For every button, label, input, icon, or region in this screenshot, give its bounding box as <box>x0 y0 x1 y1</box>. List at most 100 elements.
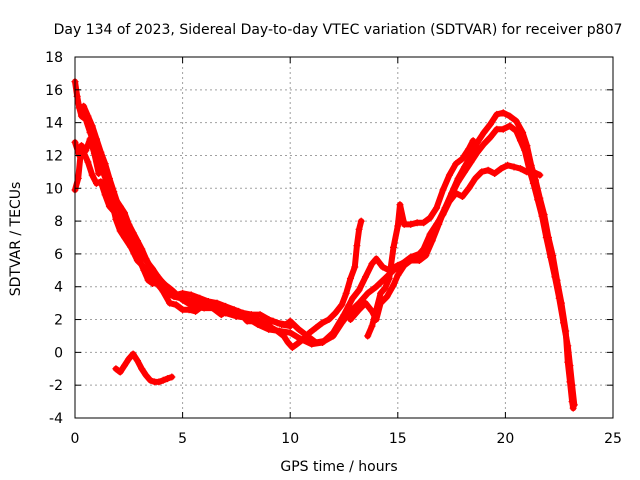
data-point <box>379 263 387 271</box>
data-point <box>569 404 577 412</box>
data-point <box>486 120 494 128</box>
data-point <box>312 324 320 332</box>
data-point <box>166 299 174 307</box>
series-line <box>72 139 365 351</box>
data-point <box>499 125 507 133</box>
data-point <box>362 273 370 281</box>
data-point <box>252 317 260 325</box>
data-point <box>458 155 466 163</box>
data-point <box>247 311 255 319</box>
y-tick-label: -2 <box>49 378 63 394</box>
data-point <box>116 368 124 376</box>
data-point <box>286 329 294 337</box>
data-point <box>129 350 137 358</box>
data-point <box>346 275 354 283</box>
series-track-e <box>364 137 477 340</box>
data-point <box>77 112 85 120</box>
data-point <box>235 307 243 315</box>
data-point <box>123 224 131 232</box>
data-point <box>458 192 466 200</box>
y-tick-label: 16 <box>45 83 63 99</box>
data-point <box>394 222 402 230</box>
y-tick-label: 8 <box>54 214 63 230</box>
data-point <box>544 234 552 241</box>
data-point <box>493 125 501 133</box>
data-point <box>260 320 268 328</box>
data-point <box>540 211 548 219</box>
x-tick-label: 15 <box>389 431 407 447</box>
data-point <box>407 220 415 228</box>
data-point <box>172 301 180 309</box>
data-point <box>159 288 167 296</box>
data-point <box>164 375 172 383</box>
data-point <box>389 243 397 251</box>
data-point <box>353 242 361 250</box>
data-point <box>90 150 98 158</box>
y-tick-label: 2 <box>54 313 63 329</box>
data-point <box>510 163 518 171</box>
data-point <box>465 145 473 153</box>
data-point <box>562 327 570 335</box>
data-point <box>364 289 372 297</box>
data-point <box>407 256 415 264</box>
x-tick-label: 0 <box>71 431 80 447</box>
data-point <box>484 166 492 174</box>
data-point <box>523 168 531 176</box>
data-point <box>217 311 225 319</box>
data-point <box>136 247 144 255</box>
data-point <box>213 299 221 307</box>
plot-frame <box>74 56 614 419</box>
data-point <box>499 109 507 117</box>
data-point <box>108 196 116 204</box>
data-point <box>566 378 574 386</box>
data-point <box>148 265 156 273</box>
data-point <box>168 373 176 381</box>
data-point <box>144 276 152 284</box>
data-point <box>179 289 187 297</box>
data-point <box>523 142 531 150</box>
data-point <box>278 320 286 328</box>
y-tick-label: 14 <box>45 116 63 132</box>
data-point <box>295 325 303 333</box>
data-point <box>97 148 105 156</box>
data-point <box>342 289 350 297</box>
data-point <box>420 245 428 253</box>
data-point <box>103 181 111 189</box>
data-point <box>142 256 150 264</box>
data-point <box>439 186 447 194</box>
data-point <box>293 340 301 348</box>
data-point <box>454 174 462 182</box>
y-axis-title: SDTVAR / TECUs <box>8 182 24 297</box>
data-point <box>120 234 128 241</box>
data-point <box>467 151 475 159</box>
data-point <box>133 256 141 264</box>
data-point <box>275 327 283 335</box>
data-point <box>112 365 120 373</box>
series-line <box>80 103 577 412</box>
data-point <box>355 286 363 294</box>
data-point <box>383 293 391 301</box>
data-point <box>243 317 251 325</box>
data-point <box>286 322 294 330</box>
data-point <box>400 220 408 228</box>
data-point <box>396 201 404 209</box>
data-point <box>439 211 447 219</box>
data-point <box>422 252 430 260</box>
x-axis-title: GPS time / hours <box>280 459 397 475</box>
data-point <box>338 301 346 309</box>
x-tick-label: 10 <box>281 431 299 447</box>
data-point <box>179 296 187 304</box>
data-point <box>452 189 460 197</box>
x-tick-label: 20 <box>496 431 514 447</box>
data-point <box>99 158 107 166</box>
y-tick-label: 18 <box>45 50 63 66</box>
series-track-c <box>80 102 577 412</box>
data-point <box>389 281 397 289</box>
data-point <box>192 307 200 315</box>
data-point <box>372 306 380 314</box>
data-point <box>185 306 193 314</box>
data-point <box>161 281 169 289</box>
data-point <box>97 178 105 186</box>
data-point <box>349 294 357 302</box>
data-point <box>394 271 402 279</box>
